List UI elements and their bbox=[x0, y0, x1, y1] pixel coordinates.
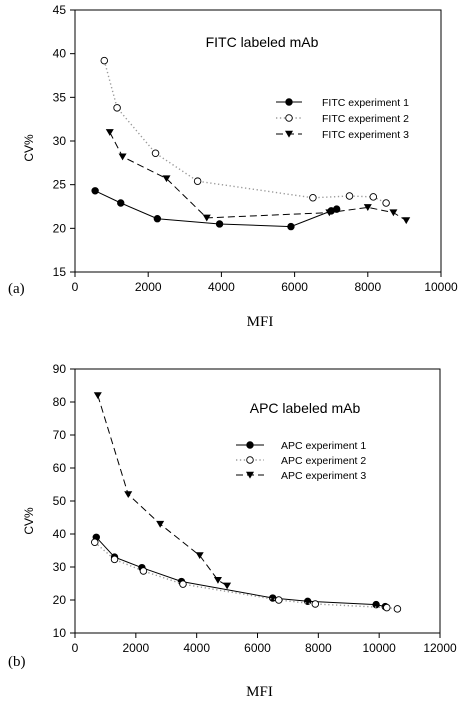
data-point-series-2 bbox=[382, 199, 390, 207]
x-tick-label: 4000 bbox=[208, 280, 235, 294]
data-point-series-1 bbox=[332, 205, 341, 213]
x-tick-label: 10000 bbox=[362, 641, 396, 655]
data-point-series-1 bbox=[91, 187, 99, 195]
y-tick-label: 80 bbox=[53, 395, 67, 409]
data-point-series-1 bbox=[117, 199, 125, 207]
data-point-series-3 bbox=[213, 577, 222, 584]
data-point-series-3 bbox=[325, 209, 334, 217]
data-point-series-2 bbox=[311, 600, 320, 608]
data-point-series-2 bbox=[110, 555, 119, 564]
x-tick-label: 6000 bbox=[281, 280, 308, 294]
legend-marker bbox=[246, 471, 254, 479]
legend-marker bbox=[285, 130, 293, 138]
y-axis-label: CV% bbox=[22, 134, 36, 162]
data-point-series-3 bbox=[363, 204, 372, 211]
legend-label: APC experiment 2 bbox=[281, 455, 366, 467]
chart-title: FITC labeled mAb bbox=[206, 34, 319, 50]
legend-label: APC experiment 1 bbox=[281, 440, 366, 452]
data-point-series-2 bbox=[383, 603, 391, 612]
data-point-series-1 bbox=[153, 215, 162, 223]
legend-label: FITC experiment 1 bbox=[322, 97, 409, 109]
y-tick-label: 40 bbox=[53, 527, 67, 541]
y-tick-label: 30 bbox=[53, 134, 67, 148]
chart-title: APC labeled mAb bbox=[250, 400, 361, 416]
y-tick-label: 20 bbox=[53, 593, 67, 607]
data-point-series-3 bbox=[162, 175, 171, 183]
x-tick-label: 6000 bbox=[244, 641, 271, 655]
data-point-series-3 bbox=[93, 392, 102, 399]
data-point-series-2 bbox=[100, 56, 109, 65]
y-tick-label: 30 bbox=[53, 560, 67, 574]
legend-marker bbox=[285, 114, 293, 122]
y-tick-label: 45 bbox=[53, 3, 67, 17]
data-point-series-2 bbox=[113, 104, 121, 112]
x-tick-label: 2000 bbox=[122, 641, 149, 655]
data-point-series-3 bbox=[156, 520, 165, 528]
x-tick-label: 2000 bbox=[135, 280, 162, 294]
data-point-series-3 bbox=[389, 209, 398, 217]
data-point-series-1 bbox=[372, 600, 380, 609]
data-point-series-2 bbox=[345, 192, 354, 200]
x-tick-label: 8000 bbox=[305, 641, 332, 655]
y-tick-label: 60 bbox=[53, 461, 67, 475]
series-line-1 bbox=[95, 536, 386, 608]
data-point-series-3 bbox=[223, 582, 232, 590]
data-point-series-3 bbox=[118, 153, 127, 161]
data-point-series-2 bbox=[151, 149, 160, 157]
series-line-1 bbox=[94, 190, 337, 228]
y-tick-label: 70 bbox=[53, 428, 67, 442]
series-line-2 bbox=[94, 541, 398, 610]
data-point-series-2 bbox=[309, 194, 317, 202]
panel-label: (b) bbox=[8, 654, 26, 670]
legend-label: FITC experiment 3 bbox=[322, 129, 409, 141]
x-tick-label: 8000 bbox=[354, 280, 381, 294]
y-tick-label: 20 bbox=[53, 221, 67, 235]
y-tick-label: 50 bbox=[53, 494, 67, 508]
x-tick-label: 10000 bbox=[424, 280, 458, 294]
x-axis-label: MFI bbox=[247, 314, 274, 330]
data-point-series-3 bbox=[195, 552, 204, 560]
data-point-series-2 bbox=[139, 567, 148, 575]
data-point-series-3 bbox=[124, 491, 133, 498]
legend-label: APC experiment 3 bbox=[281, 470, 366, 482]
x-tick-label: 12000 bbox=[423, 641, 457, 655]
series-line-3 bbox=[109, 132, 407, 221]
chart-panel-b: 0 2000 4000 6000 8000 10000 12000 10 20 30 40 50 60 7… bbox=[8, 362, 457, 700]
data-point-series-2 bbox=[91, 538, 99, 547]
legend-marker bbox=[246, 456, 254, 464]
panel-label: (a) bbox=[8, 281, 25, 297]
data-point-series-3 bbox=[202, 214, 211, 222]
y-tick-label: 25 bbox=[53, 178, 67, 192]
y-tick-label: 90 bbox=[53, 362, 67, 376]
data-point-series-2 bbox=[275, 596, 283, 604]
data-point-series-1 bbox=[215, 220, 224, 228]
data-point-series-2 bbox=[369, 193, 378, 201]
data-point-series-2 bbox=[193, 177, 202, 185]
x-axis-label: MFI bbox=[246, 684, 273, 700]
series-line-2 bbox=[103, 60, 387, 204]
x-tick-label: 0 bbox=[72, 641, 79, 655]
data-point-series-3 bbox=[105, 129, 114, 136]
y-tick-label: 15 bbox=[53, 265, 67, 279]
x-tick-label: 4000 bbox=[183, 641, 210, 655]
data-point-series-3 bbox=[402, 217, 411, 225]
y-axis-label: CV% bbox=[22, 507, 36, 535]
legend-marker bbox=[246, 441, 254, 449]
x-tick-label: 0 bbox=[72, 280, 79, 294]
data-point-series-1 bbox=[287, 222, 295, 231]
y-tick-label: 10 bbox=[53, 626, 67, 640]
chart-panel-a: 0 2000 4000 6000 8000 10000 15 20 25 30 35 40 45 CV% M… bbox=[8, 3, 458, 330]
data-point-series-2 bbox=[179, 580, 187, 588]
legend-label: FITC experiment 2 bbox=[322, 113, 409, 125]
y-tick-label: 40 bbox=[53, 47, 67, 61]
legend-marker bbox=[285, 98, 293, 106]
y-tick-label: 35 bbox=[53, 90, 67, 104]
data-point-series-2 bbox=[393, 605, 402, 613]
